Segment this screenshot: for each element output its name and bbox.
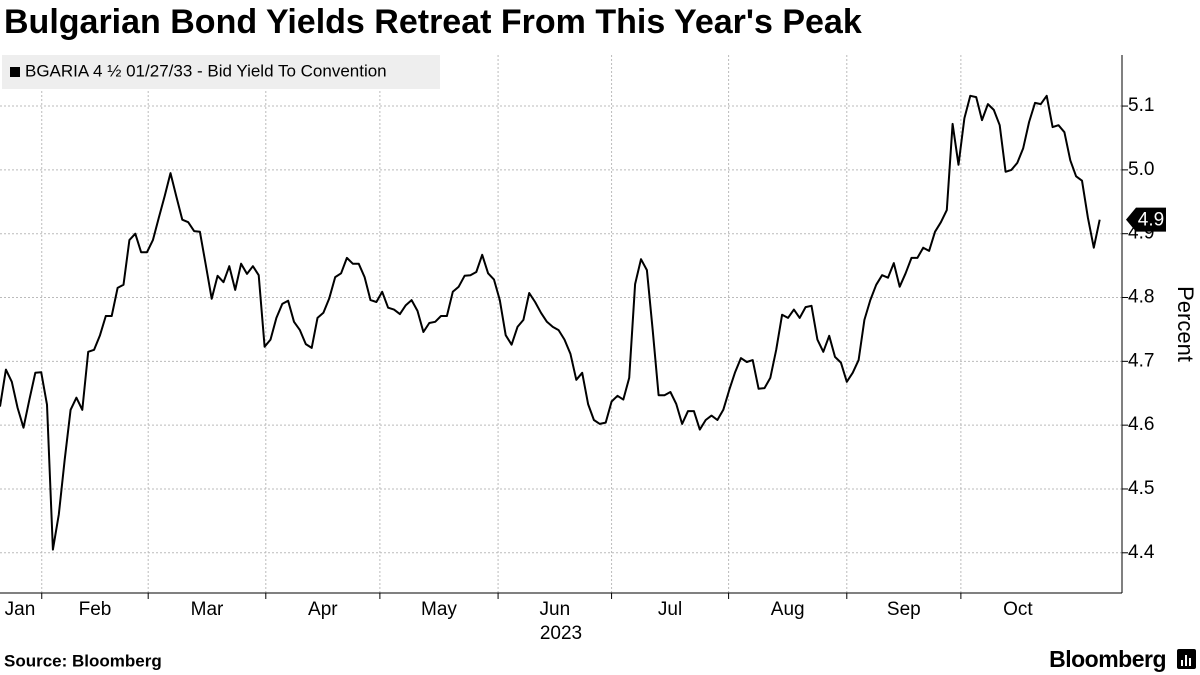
brand-icon bbox=[1177, 649, 1196, 669]
x-tick-label: Aug bbox=[771, 599, 805, 620]
last-value-label: 4.9 bbox=[1138, 210, 1164, 231]
last-value-flag bbox=[1126, 207, 1166, 232]
legend-label: BGARIA 4 ½ 01/27/33 - Bid Yield To Conve… bbox=[25, 61, 387, 80]
y-tick-label: 4.4 bbox=[1128, 542, 1155, 563]
y-axis-label: Percent bbox=[1173, 286, 1198, 362]
legend-box bbox=[2, 55, 440, 89]
x-tick-label: Feb bbox=[79, 599, 112, 620]
y-tick-label: 5.1 bbox=[1128, 95, 1154, 116]
x-tick-label: Apr bbox=[308, 599, 338, 620]
source: Source: Bloomberg bbox=[4, 651, 162, 670]
x-tick-label: May bbox=[421, 599, 457, 620]
x-tick-label: Sep bbox=[887, 599, 921, 620]
legend-swatch bbox=[10, 67, 20, 77]
chart-title: Bulgarian Bond Yields Retreat From This … bbox=[4, 3, 862, 41]
y-tick-label: 5.0 bbox=[1128, 159, 1154, 180]
x-tick-label: Jun bbox=[540, 599, 571, 620]
x-tick-label: Mar bbox=[191, 599, 224, 620]
line bbox=[0, 94, 1101, 551]
brand: Bloomberg bbox=[1049, 646, 1166, 672]
x-tick-label: Jan bbox=[5, 599, 36, 620]
y-tick-label: 4.6 bbox=[1128, 414, 1154, 435]
x-tick-label: Jul bbox=[658, 599, 682, 620]
y-tick-label: 4.8 bbox=[1128, 287, 1154, 308]
x-axis-label: 2023 bbox=[540, 623, 582, 644]
y-tick-label: 4.7 bbox=[1128, 350, 1154, 371]
x-tick-label: Oct bbox=[1003, 599, 1033, 620]
y-tick-label: 4.5 bbox=[1128, 478, 1154, 499]
